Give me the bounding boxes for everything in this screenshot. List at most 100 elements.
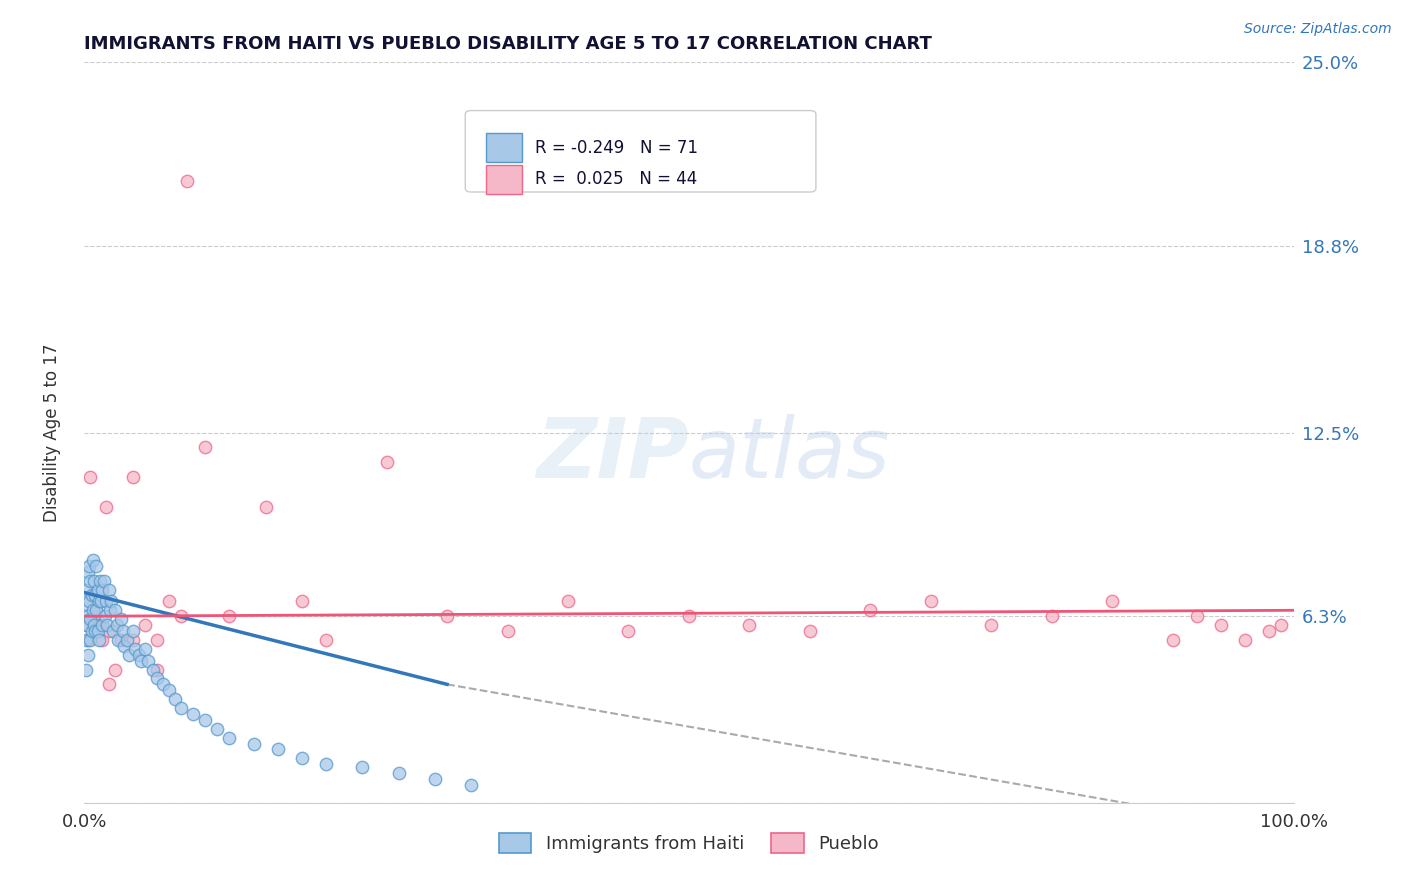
Point xyxy=(103,624,125,638)
Point xyxy=(980,618,1002,632)
Point xyxy=(94,594,117,608)
Point xyxy=(920,594,942,608)
Point xyxy=(86,582,108,597)
Point xyxy=(75,598,97,612)
Point xyxy=(218,731,240,745)
Point xyxy=(77,594,100,608)
Text: Source: ZipAtlas.com: Source: ZipAtlas.com xyxy=(1244,22,1392,37)
Point xyxy=(423,772,446,786)
Point xyxy=(112,624,135,638)
Point xyxy=(110,632,132,647)
Point xyxy=(146,672,169,686)
Point xyxy=(738,618,761,632)
Point xyxy=(1209,618,1232,632)
Point xyxy=(352,760,374,774)
Point xyxy=(87,618,110,632)
Point xyxy=(83,609,105,624)
Point xyxy=(678,609,700,624)
Point xyxy=(315,632,337,647)
Point xyxy=(1101,594,1123,608)
Point xyxy=(121,470,143,484)
Point xyxy=(152,677,174,691)
Point xyxy=(79,574,101,588)
Point xyxy=(82,553,104,567)
Point xyxy=(242,737,264,751)
Point xyxy=(76,582,98,597)
Point xyxy=(218,609,240,624)
Point xyxy=(124,641,146,656)
Point xyxy=(375,455,398,469)
Point xyxy=(170,701,193,715)
FancyBboxPatch shape xyxy=(486,133,522,162)
Point xyxy=(146,663,169,677)
Point xyxy=(121,624,143,638)
Point xyxy=(82,603,104,617)
Point xyxy=(1270,618,1292,632)
Point xyxy=(97,677,120,691)
Point xyxy=(859,603,882,617)
Point xyxy=(91,582,114,597)
Point xyxy=(799,624,821,638)
Point xyxy=(436,609,458,624)
FancyBboxPatch shape xyxy=(465,111,815,192)
Point xyxy=(96,618,118,632)
FancyBboxPatch shape xyxy=(486,165,522,194)
Point xyxy=(94,500,117,514)
Point xyxy=(77,632,100,647)
Point xyxy=(128,648,150,662)
Point xyxy=(110,612,132,626)
Point xyxy=(291,751,314,765)
Point xyxy=(79,632,101,647)
Point xyxy=(194,441,217,455)
Point xyxy=(104,603,127,617)
Point xyxy=(87,632,110,647)
Point xyxy=(176,174,198,188)
Point xyxy=(1258,624,1281,638)
Point xyxy=(617,624,640,638)
Point xyxy=(97,624,120,638)
Point xyxy=(165,692,187,706)
Point xyxy=(86,603,108,617)
Point xyxy=(207,722,229,736)
Point xyxy=(129,654,152,668)
Point xyxy=(83,618,105,632)
Point xyxy=(80,624,103,638)
Point xyxy=(76,618,98,632)
Point xyxy=(134,641,156,656)
Point xyxy=(1040,609,1063,624)
Point xyxy=(115,632,138,647)
Point xyxy=(77,565,100,579)
Y-axis label: Disability Age 5 to 17: Disability Age 5 to 17 xyxy=(42,343,60,522)
Point xyxy=(460,778,482,792)
Point xyxy=(75,618,97,632)
Point xyxy=(157,683,180,698)
Point xyxy=(93,574,115,588)
Point xyxy=(157,594,180,608)
Point xyxy=(134,618,156,632)
Point xyxy=(87,594,110,608)
Point xyxy=(79,612,101,626)
Point xyxy=(94,609,117,624)
Point xyxy=(1185,609,1208,624)
Point xyxy=(77,609,100,624)
Point xyxy=(138,654,160,668)
Point xyxy=(1234,632,1257,647)
Point xyxy=(84,589,107,603)
Point xyxy=(291,594,314,608)
Point xyxy=(496,624,519,638)
Point xyxy=(388,766,411,780)
Point xyxy=(254,500,277,514)
Point xyxy=(86,558,108,573)
Point xyxy=(97,582,120,597)
Point xyxy=(91,618,114,632)
Point xyxy=(86,624,108,638)
Point xyxy=(105,618,128,632)
Legend: Immigrants from Haiti, Pueblo: Immigrants from Haiti, Pueblo xyxy=(492,826,886,861)
Point xyxy=(77,648,100,662)
Point xyxy=(267,742,290,756)
Point xyxy=(90,594,112,608)
Point xyxy=(84,624,107,638)
Text: atlas: atlas xyxy=(689,414,890,495)
Point xyxy=(80,589,103,603)
Point xyxy=(170,609,193,624)
